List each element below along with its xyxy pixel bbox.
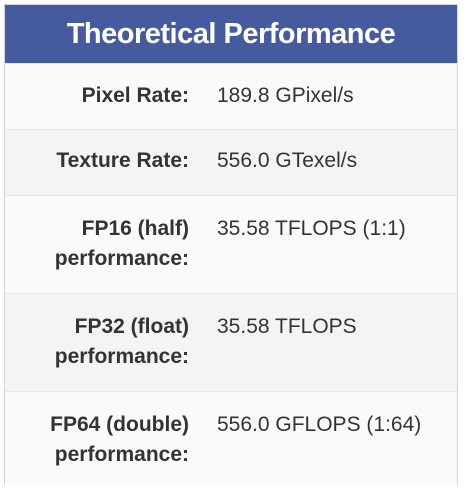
spec-label: FP32 (float) performance: — [54, 315, 189, 368]
spec-value: 35.58 TFLOPS — [217, 315, 357, 338]
spec-label: FP16 (half) performance: — [54, 217, 189, 270]
spec-row-fp64: FP64 (double) performance: 556.0 GFLOPS … — [5, 391, 457, 485]
spec-value: 189.8 GPixel/s — [217, 84, 354, 107]
spec-label: Texture Rate: — [56, 149, 189, 172]
spec-row-fp32: FP32 (float) performance: 35.58 TFLOPS — [5, 293, 457, 391]
spec-value: 35.58 TFLOPS (1:1) — [217, 217, 406, 240]
spec-label: Pixel Rate: — [81, 84, 189, 107]
spec-value: 556.0 GTexel/s — [217, 149, 358, 172]
spec-row-fp16: FP16 (half) performance: 35.58 TFLOPS (1… — [5, 195, 457, 293]
spec-card: Theoretical Performance Pixel Rate: 189.… — [4, 4, 458, 485]
spec-value: 556.0 GFLOPS (1:64) — [217, 413, 422, 436]
card-title: Theoretical Performance — [66, 17, 396, 50]
spec-row-texture-rate: Texture Rate: 556.0 GTexel/s — [5, 129, 457, 195]
spec-row-pixel-rate: Pixel Rate: 189.8 GPixel/s — [5, 63, 457, 129]
spec-label: FP64 (double) performance: — [50, 413, 189, 466]
card-header: Theoretical Performance — [5, 5, 457, 63]
